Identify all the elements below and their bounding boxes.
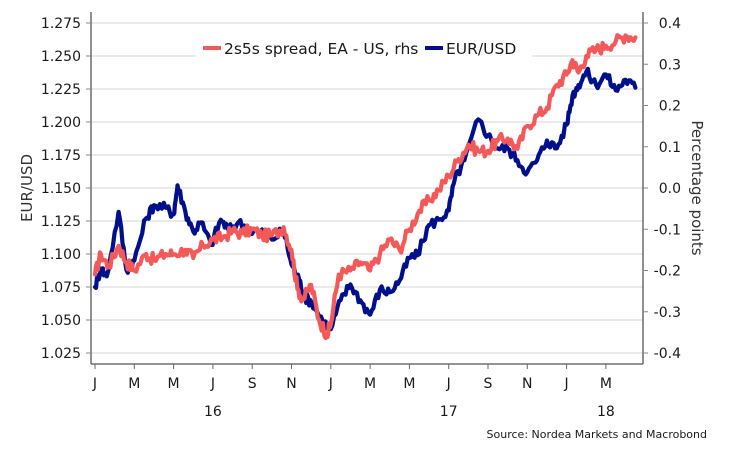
x-tick-label: S: [484, 376, 493, 392]
x-tick-label: J: [92, 376, 97, 392]
year-label: 18: [597, 404, 615, 420]
left-axis-title: EUR/USD: [18, 154, 36, 222]
source-note: Source: Nordea Markets and Macrobond: [487, 428, 707, 441]
x-tick-label: J: [446, 376, 451, 392]
right-tick-label: 0.1: [659, 140, 681, 156]
year-label: 16: [204, 404, 222, 420]
legend-background: [196, 34, 532, 60]
legend-label-eurusd: EUR/USD: [446, 40, 516, 58]
legend-label-spread: 2s5s spread, EA - US, rhs: [224, 40, 418, 58]
series-line-eurusd: [92, 66, 638, 332]
year-label: 17: [440, 404, 458, 420]
right-tick-label: -0.3: [654, 305, 681, 321]
x-tick-label: J: [328, 376, 333, 392]
left-tick-label: 1.250: [41, 49, 81, 65]
right-tick-label: 0.0: [659, 181, 681, 197]
left-tick-label: 1.150: [41, 181, 81, 197]
right-tick-label: 0.2: [659, 99, 681, 115]
left-tick-label: 1.050: [41, 313, 81, 329]
series-line-spread: [92, 33, 638, 341]
x-tick-label: N: [286, 376, 296, 392]
left-tick-label: 1.200: [41, 115, 81, 131]
x-tick-label: J: [564, 376, 569, 392]
left-tick-label: 1.025: [41, 346, 81, 362]
right-tick-label: -0.1: [654, 222, 681, 238]
x-tick-label: M: [403, 376, 415, 392]
right-tick-label: 0.3: [659, 57, 681, 73]
left-tick-label: 1.275: [41, 16, 81, 32]
right-tick-label: 0.4: [659, 16, 681, 32]
left-tick-label: 1.100: [41, 247, 81, 263]
right-tick-label: -0.2: [654, 264, 681, 280]
left-tick-label: 1.175: [41, 148, 81, 164]
series-layer: [92, 33, 638, 341]
x-tick-label: S: [248, 376, 257, 392]
legend: 2s5s spread, EA - US, rhs EUR/USD: [196, 34, 532, 60]
right-axis-title: Percentage points: [688, 120, 706, 255]
left-tick-label: 1.225: [41, 82, 81, 98]
left-tick-label: 1.125: [41, 214, 81, 230]
x-tick-label: M: [168, 376, 180, 392]
left-tick-label: 1.075: [41, 280, 81, 296]
year-labels: 16 17 18: [204, 404, 615, 420]
x-tick-label: J: [210, 376, 215, 392]
x-tick-label: M: [128, 376, 140, 392]
right-tick-label: -0.4: [654, 346, 681, 362]
right-axis-ticks: -0.4 -0.3 -0.2 -0.1 0.0 0.1 0.2 0.3 0.4: [643, 16, 681, 362]
left-axis-ticks: 1.025 1.050 1.075 1.100 1.125 1.150 1.175 1.200…: [41, 16, 91, 362]
gridlines: [91, 22, 643, 354]
x-tick-label: M: [600, 376, 612, 392]
x-tick-label: N: [522, 376, 532, 392]
x-tick-label: M: [364, 376, 376, 392]
